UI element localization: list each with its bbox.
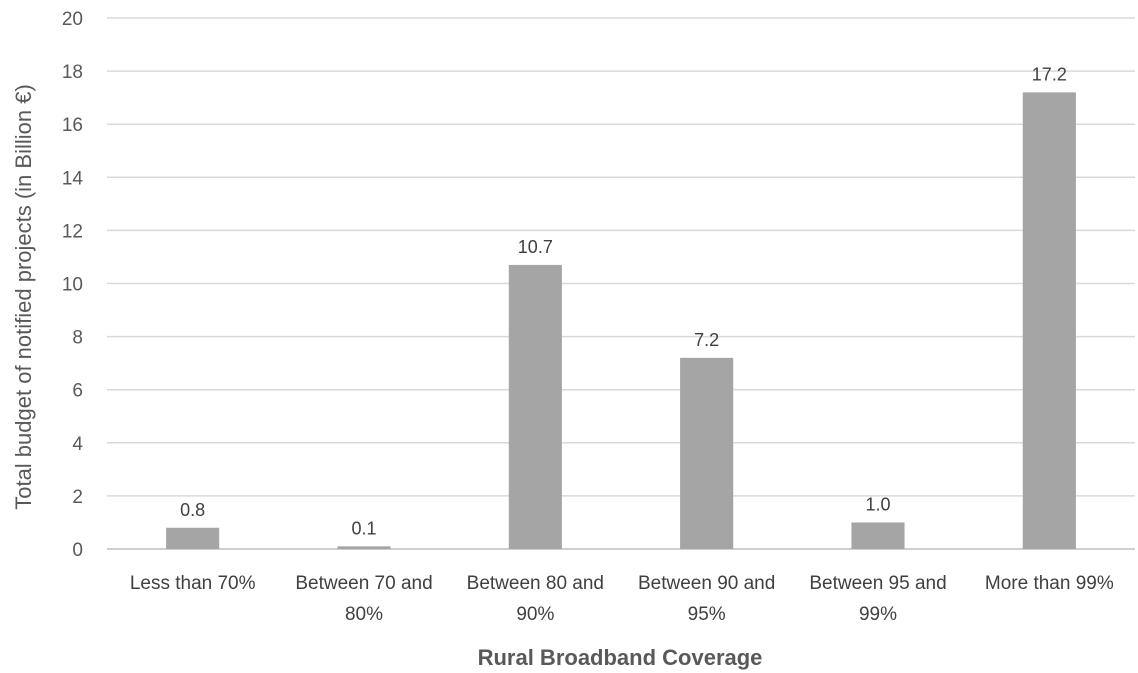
x-tick-label: Between 95 and [809,573,946,594]
bar [851,522,905,549]
y-tick-label: 6 [72,381,83,402]
x-tick-label: 95% [688,604,726,625]
x-tick-label: 80% [345,604,383,625]
data-label: 1.0 [865,494,890,514]
y-tick-label: 4 [72,434,83,455]
x-tick-label: 90% [516,604,554,625]
y-tick-label: 16 [62,115,83,136]
y-tick-label: 8 [72,328,83,349]
x-tick-label: 99% [859,604,897,625]
data-label: 10.7 [518,237,553,257]
x-tick-label: Between 80 and [467,573,604,594]
x-axis-title: Rural Broadband Coverage [478,645,763,670]
gridlines [107,17,1135,550]
y-tick-label: 18 [62,62,83,83]
x-tick-label: Less than 70% [130,573,256,594]
data-labels: 0.8 0.1 10.7 7.2 1.0 17.2 [180,64,1067,538]
x-tick-label: Between 70 and [295,573,432,594]
y-axis-title: Total budget of notified projects (in Bi… [11,84,36,510]
data-label: 7.2 [694,330,719,350]
bar [1022,92,1076,549]
y-axis-ticks: 0 2 4 6 8 10 12 14 16 18 20 [62,9,84,561]
y-tick-label: 20 [62,9,83,30]
data-label: 17.2 [1032,64,1067,84]
bars [166,92,1076,549]
y-tick-label: 0 [72,540,83,561]
x-tick-label: More than 99% [985,573,1114,594]
bar [680,357,734,549]
x-tick-label: Between 90 and [638,573,775,594]
x-axis-categories: Less than 70% Between 70 and 80% Between 80… [130,573,1114,625]
data-label: 0.8 [180,500,205,520]
bar [166,527,220,549]
bar [337,546,391,549]
y-tick-label: 2 [72,487,83,508]
bar [508,264,562,549]
y-tick-label: 10 [62,275,83,296]
data-label: 0.1 [351,518,376,538]
y-tick-label: 14 [62,168,84,189]
y-tick-label: 12 [62,221,83,242]
